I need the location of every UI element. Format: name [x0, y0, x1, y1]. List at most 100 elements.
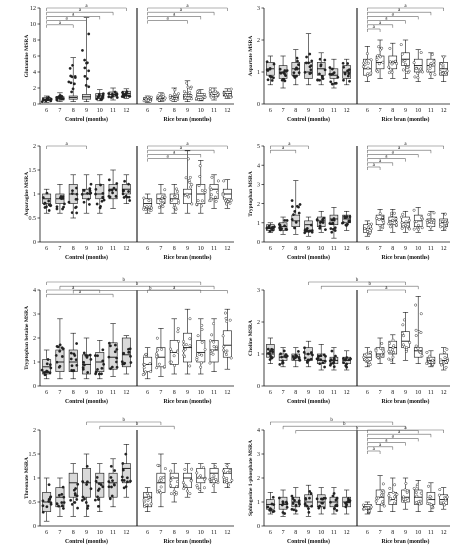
control-point: [87, 197, 90, 201]
rice-point: [380, 224, 384, 228]
control-point: [109, 95, 113, 99]
rice-point: [407, 219, 411, 222]
control-point: [88, 189, 92, 193]
significance-letter: a: [166, 17, 169, 22]
control-point: [332, 365, 336, 369]
rice-point: [189, 87, 193, 91]
rice-point: [419, 351, 423, 355]
control-point: [68, 66, 72, 70]
rice-point: [377, 45, 381, 49]
rice-point: [415, 485, 419, 489]
y-tick-label: 3: [257, 452, 260, 458]
control-point: [321, 75, 324, 79]
control-point: [102, 362, 106, 366]
control-point: [85, 483, 89, 486]
y-axis-label: Asparagine MSRA: [24, 172, 30, 216]
significance-letter: a: [404, 426, 407, 431]
rice-point: [200, 353, 204, 357]
rice-point: [162, 475, 165, 479]
rice-point: [417, 227, 420, 231]
control-point: [101, 195, 105, 199]
control-point: [60, 504, 64, 508]
rice-point: [161, 205, 165, 209]
control-point: [297, 211, 301, 215]
rice-point: [210, 193, 213, 197]
x-tick-label: 8: [391, 390, 394, 396]
control-point: [293, 75, 297, 79]
x-tick-label: 9: [404, 390, 407, 396]
control-point: [330, 349, 334, 353]
control-point: [87, 32, 91, 36]
rice-point: [225, 202, 228, 206]
control-point: [317, 506, 321, 510]
control-point: [295, 66, 298, 70]
control-point: [125, 476, 129, 480]
control-point: [271, 495, 275, 499]
rice-point: [428, 360, 432, 364]
rice-point: [199, 365, 203, 369]
rice-point: [163, 96, 167, 100]
control-point: [96, 495, 99, 499]
control-point: [272, 62, 276, 66]
control-point: [329, 80, 333, 84]
rice-point: [199, 97, 203, 101]
rice-point: [400, 215, 403, 219]
control-point: [335, 509, 339, 512]
control-box: [121, 463, 131, 484]
x-tick-label: 9: [307, 530, 310, 536]
control-point: [107, 485, 111, 489]
control-point: [268, 229, 272, 233]
control-point: [96, 498, 100, 501]
rice-point: [380, 353, 384, 357]
control-point: [95, 476, 99, 479]
rice-point: [444, 71, 448, 75]
control-point: [323, 228, 327, 232]
significance-letter: a: [186, 4, 189, 9]
control-point: [285, 219, 289, 222]
control-point: [58, 343, 62, 347]
rice-point: [407, 227, 411, 231]
control-point: [346, 74, 350, 78]
significance-letter: a: [392, 150, 395, 155]
rice-point: [229, 198, 233, 202]
control-point: [120, 475, 124, 479]
rice-point: [221, 334, 225, 338]
rice-point: [390, 213, 393, 217]
group-label: Control (months): [65, 398, 108, 405]
control-point: [41, 510, 45, 514]
significance-letter: a: [379, 21, 382, 26]
rice-point: [195, 202, 198, 206]
rice-point: [146, 498, 150, 502]
x-tick-label: 12: [224, 108, 230, 114]
rice-point: [446, 359, 449, 363]
rice-point: [393, 59, 397, 63]
control-point: [80, 192, 84, 196]
control-point: [40, 100, 44, 104]
rice-point: [428, 354, 432, 358]
control-point: [318, 224, 322, 228]
rice-point: [402, 495, 405, 499]
control-point: [74, 358, 78, 362]
rice-point: [406, 225, 409, 228]
rice-point: [222, 345, 226, 348]
control-point: [109, 476, 113, 479]
rice-point: [184, 484, 188, 488]
control-point: [333, 226, 337, 230]
y-axis-label: Choline MSRA: [248, 320, 254, 356]
x-tick-label: 6: [45, 390, 48, 396]
rice-point: [187, 195, 190, 199]
control-point: [63, 202, 66, 206]
significance-letter: a: [79, 290, 82, 295]
control-point: [280, 355, 284, 359]
x-tick-label: 8: [294, 530, 297, 536]
x-tick-label: 11: [211, 246, 217, 252]
rice-point: [182, 90, 186, 93]
rice-point: [429, 62, 433, 65]
rice-point: [442, 55, 446, 59]
control-point: [87, 85, 91, 89]
control-point: [121, 468, 125, 472]
control-point: [308, 490, 312, 493]
y-axis-label: Tryptophan betaine MSRA: [24, 306, 30, 370]
control-point: [332, 360, 336, 364]
x-tick-label: 11: [428, 108, 434, 114]
